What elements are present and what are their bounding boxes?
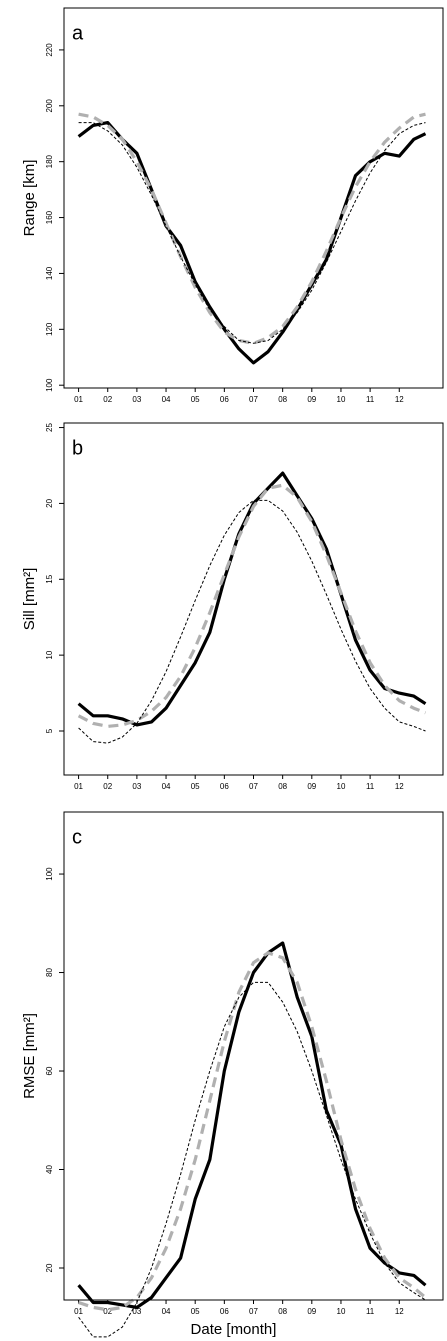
x-tick-label: 11	[366, 395, 375, 404]
x-tick-label: 12	[395, 782, 404, 791]
x-tick-label: 07	[249, 782, 258, 791]
data-line	[77, 483, 427, 728]
x-tick-label: 07	[249, 395, 258, 404]
y-tick-label: 20	[45, 498, 54, 507]
panel: 5 10 15 20 25 01 02 03 04 05 06 07 08 09 10 11 12 b Sill […	[21, 422, 444, 791]
panel: 20 40 60 80 100 01 02 03 04 05 06 07 08 09 10 11 12 c RMSE…	[21, 811, 444, 1338]
x-tick-label: 08	[278, 1307, 287, 1316]
x-axis-label: Date [month]	[191, 1321, 277, 1338]
x-tick-label: 10	[337, 782, 346, 791]
x-tick-label: 08	[278, 395, 287, 404]
y-tick-label: 10	[45, 650, 54, 659]
x-tick-label: 04	[162, 1307, 171, 1316]
x-tick-label: 12	[395, 395, 404, 404]
x-tick-label: 02	[103, 395, 112, 404]
x-tick-label: 05	[191, 395, 200, 404]
x-tick-label: 09	[307, 782, 316, 791]
y-tick-label: 100	[45, 867, 54, 881]
x-tick-label: 06	[220, 782, 229, 791]
x-tick-label: 03	[132, 782, 141, 791]
y-tick-label: 160	[45, 210, 54, 224]
y-axis-label: Sill [mm²]	[21, 568, 38, 631]
data-line	[78, 981, 426, 1338]
y-tick-label: 200	[45, 99, 54, 113]
x-tick-label: 02	[103, 1307, 112, 1316]
y-tick-label: 140	[45, 266, 54, 280]
y-tick-label: 20	[45, 1263, 54, 1272]
data-line	[78, 499, 426, 744]
panel: 100 120 140 160 180 200 220 01 02 03 04 05 06 07 08 09 1…	[21, 7, 444, 404]
y-tick-label: 40	[45, 1165, 54, 1174]
x-tick-label: 06	[220, 1307, 229, 1316]
x-tick-label: 09	[307, 395, 316, 404]
x-tick-label: 09	[307, 1307, 316, 1316]
y-axis-label: Range [km]	[21, 160, 38, 237]
panel-label: a	[72, 22, 84, 44]
x-tick-label: 11	[366, 782, 375, 791]
y-tick-label: 220	[45, 43, 54, 57]
x-tick-label: 08	[278, 782, 287, 791]
x-tick-label: 04	[162, 395, 171, 404]
data-line	[77, 121, 427, 365]
x-tick-label: 05	[191, 782, 200, 791]
plot-frame	[63, 811, 444, 1301]
plot-frame	[63, 422, 444, 776]
y-tick-label: 25	[45, 423, 54, 432]
y-tick-label: 120	[45, 322, 54, 336]
y-axis-label: RMSE [mm²]	[21, 1013, 38, 1099]
x-tick-label: 10	[337, 1307, 346, 1316]
x-tick-label: 05	[191, 1307, 200, 1316]
x-tick-label: 04	[162, 782, 171, 791]
x-tick-label: 12	[395, 1307, 404, 1316]
data-line	[77, 471, 427, 727]
x-tick-label: 01	[74, 1307, 83, 1316]
data-line	[77, 941, 427, 1309]
y-tick-label: 60	[45, 1066, 54, 1075]
x-tick-label: 01	[74, 782, 83, 791]
y-tick-label: 180	[45, 154, 54, 168]
x-tick-label: 07	[249, 1307, 258, 1316]
panel-label: b	[72, 437, 83, 459]
panel-label: c	[72, 826, 82, 848]
data-line	[78, 951, 427, 1312]
x-tick-label: 10	[337, 395, 346, 404]
y-tick-label: 80	[45, 968, 54, 977]
x-tick-label: 06	[220, 395, 229, 404]
y-tick-label: 5	[45, 728, 54, 733]
x-tick-label: 03	[132, 1307, 141, 1316]
plot-frame	[63, 7, 444, 389]
x-tick-label: 02	[103, 782, 112, 791]
x-tick-label: 11	[366, 1307, 375, 1316]
x-tick-label: 03	[132, 395, 141, 404]
y-tick-label: 100	[45, 378, 54, 392]
data-line	[78, 122, 426, 344]
x-tick-label: 01	[74, 395, 83, 404]
y-tick-label: 15	[45, 574, 54, 583]
